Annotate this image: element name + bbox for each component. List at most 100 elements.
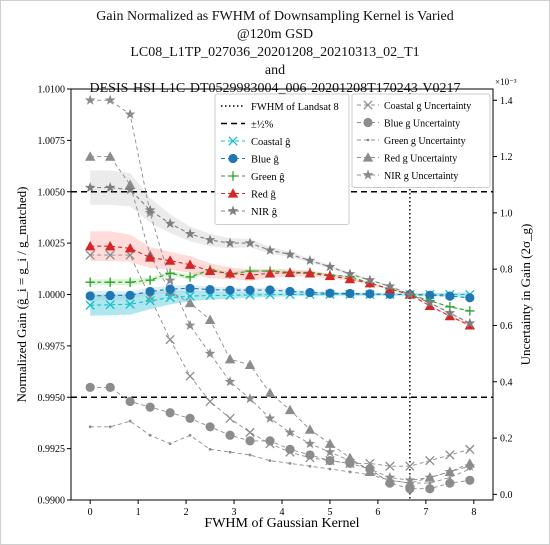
x-tick-label-8: 8 [471, 507, 476, 518]
point-coastal-g-uncertainty-6 [205, 396, 215, 407]
point-coastal-1 [105, 300, 115, 310]
series-line-green-g-uncertainty [90, 420, 470, 484]
legend-right-handle-marker-0 [363, 100, 373, 110]
point-nir-g-uncertainty-1 [104, 94, 116, 105]
legend-right-handle-marker-2 [366, 138, 370, 142]
point-green-g-uncertainty-12 [328, 467, 332, 471]
chart-title-line-1: Gain Normalized as FWHM of Downsampling … [96, 9, 454, 24]
axes-layer: 0 1 2 3 4 5 6 7 8 0.9900 0.9925 0.9950 0.9975 1.0000 1… [14, 77, 533, 531]
point-blue-g-uncertainty-9 [265, 436, 275, 446]
point-blue-g-uncertainty-18 [445, 478, 455, 488]
point-blue-8 [245, 285, 255, 295]
y-left-tick-label-6: 1.0050 [38, 187, 66, 198]
series-coastal-g-uncertainty [85, 250, 475, 471]
y-left-tick-label-3: 0.9975 [38, 341, 66, 352]
series-line-nir-g-uncertainty [90, 99, 470, 481]
point-red-9 [264, 268, 276, 278]
point-red-g-uncertainty-5 [184, 297, 196, 308]
point-nir-g-uncertainty-11 [304, 438, 316, 449]
chart-title-line-4: and [264, 63, 286, 78]
legend-left-label-2: Coastal ĝ [251, 137, 291, 148]
point-nir-5 [184, 228, 196, 239]
point-nir-4 [164, 218, 176, 229]
point-green-g-uncertainty-0 [88, 425, 92, 429]
point-green-g-uncertainty-6 [208, 447, 212, 451]
band-red [90, 231, 470, 327]
point-green-19 [465, 306, 475, 316]
point-nir-3 [144, 204, 156, 215]
point-red-g-uncertainty-10 [284, 404, 296, 415]
point-red-4 [164, 255, 176, 265]
point-blue-g-uncertainty-12 [325, 455, 335, 466]
point-green-g-uncertainty-3 [148, 433, 152, 437]
point-green-g-uncertainty-17 [428, 481, 432, 485]
point-nir-g-uncertainty-8 [244, 393, 256, 404]
point-nir-2 [124, 184, 136, 195]
point-red-g-uncertainty-1 [104, 151, 116, 161]
y-right-tick-label-4: 0.8 [500, 265, 513, 276]
legend-right-box [351, 93, 491, 188]
point-nir-9 [264, 244, 276, 255]
point-blue-g-uncertainty-7 [225, 430, 235, 440]
point-red-17 [424, 300, 436, 310]
legend-right-handle-marker-1 [363, 117, 373, 128]
point-coastal-g-uncertainty-18 [445, 450, 455, 460]
point-nir-10 [284, 248, 296, 259]
point-blue-g-uncertainty-8 [245, 436, 255, 446]
legend-left-label-1: ±½% [251, 120, 274, 131]
legend-right-label-0: Coastal g Uncertainty [384, 101, 471, 112]
point-blue-14 [365, 289, 375, 299]
legend-left-label-3: Blue ĝ [251, 155, 279, 166]
point-nir-g-uncertainty-18 [444, 466, 456, 477]
point-blue-g-uncertainty-17 [425, 484, 435, 494]
point-nir-g-uncertainty-4 [164, 274, 176, 285]
point-blue-g-uncertainty-6 [205, 422, 215, 432]
point-nir-8 [244, 237, 256, 248]
point-green-g-uncertainty-7 [228, 450, 232, 454]
series-line-blue-g-uncertainty [90, 386, 470, 490]
point-coastal-g-uncertainty-7 [225, 413, 235, 424]
legend-left-label-5: Red ĝ [251, 190, 277, 201]
point-coastal-4 [165, 292, 175, 303]
y-right-tick-label-3: 0.6 [500, 321, 513, 332]
point-red-13 [344, 273, 356, 284]
point-blue-10 [285, 286, 295, 297]
point-nir-g-uncertainty-5 [184, 319, 196, 330]
band-blue [90, 285, 470, 301]
point-blue-2 [125, 290, 135, 300]
point-nir-g-uncertainty-2 [124, 108, 136, 119]
legend-right-label-3: Red g Uncertainty [384, 154, 457, 165]
y-left-axis-label: Normalized Gain (ĝ_i = g_i / g_matched) [14, 187, 29, 403]
point-nir-11 [304, 254, 316, 266]
point-green-g-uncertainty-11 [308, 464, 312, 468]
point-nir-16 [404, 288, 416, 300]
point-blue-13 [345, 288, 355, 299]
legend-handle-marker-2 [228, 136, 238, 146]
x-tick-label-2: 2 [184, 507, 189, 518]
point-coastal-g-uncertainty-0 [85, 250, 95, 260]
point-green-g-uncertainty-8 [248, 453, 252, 457]
point-green-2 [125, 277, 135, 287]
y-left-tick-label-5: 1.0025 [38, 239, 66, 250]
chart-title-line-2: @120m GSD [236, 27, 314, 42]
point-nir-g-uncertainty-7 [224, 376, 236, 387]
point-nir-g-uncertainty-6 [204, 348, 216, 359]
point-red-7 [224, 268, 236, 278]
point-green-g-uncertainty-2 [128, 419, 132, 423]
point-green-5 [185, 272, 195, 282]
point-nir-6 [204, 234, 216, 245]
legend-handle-marker-6 [227, 205, 239, 216]
point-nir-g-uncertainty-16 [404, 474, 416, 485]
x-tick-label-6: 6 [375, 507, 380, 518]
y-left-tick-label-7: 1.0075 [38, 136, 66, 147]
x-tick-label-3: 3 [232, 507, 237, 518]
point-red-1 [104, 241, 116, 251]
point-red-0 [84, 241, 96, 251]
point-blue-g-uncertainty-5 [185, 413, 195, 423]
y-right-tick-label-2: 0.4 [500, 377, 513, 388]
y-right-tick-label-6: 1.2 [500, 152, 513, 163]
point-red-g-uncertainty-0 [84, 151, 96, 161]
point-nir-7 [224, 237, 236, 248]
point-red-2 [124, 243, 136, 253]
point-red-12 [324, 270, 336, 281]
